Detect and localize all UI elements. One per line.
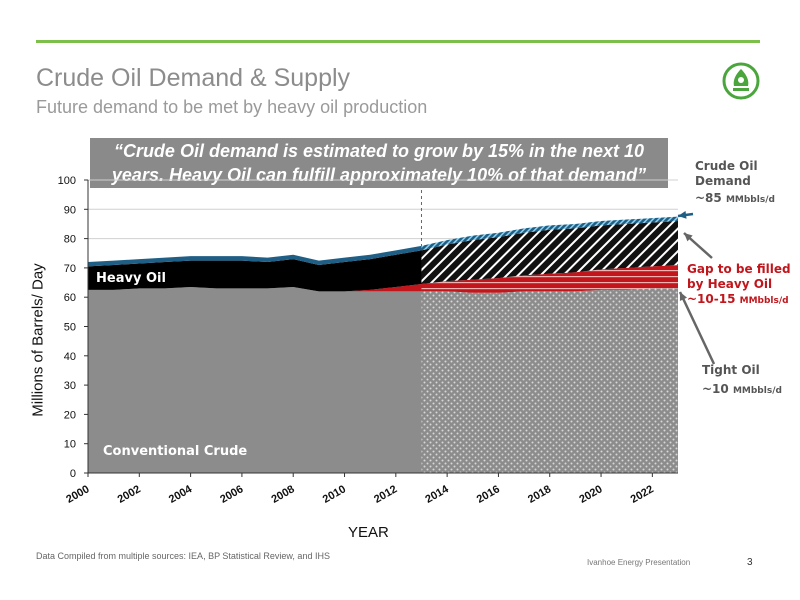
x-tick-label: 2020 [577, 483, 604, 506]
annotation-arrows [677, 211, 716, 365]
demand-value: ~85 [695, 191, 722, 205]
x-tick-label: 2010 [321, 483, 348, 506]
demand-unit: MMbbls/d [725, 195, 775, 205]
tight-oil-annotation: Tight Oil ~10 MMbbls/d [702, 363, 782, 399]
x-tick-label: 2018 [526, 483, 553, 506]
company-logo-icon [722, 62, 760, 100]
footer-presentation: Ivanhoe Energy Presentation [587, 558, 691, 567]
y-tick-label: 40 [64, 351, 76, 363]
y-tick-label: 0 [70, 468, 76, 480]
page-subtitle: Future demand to be met by heavy oil pro… [36, 97, 428, 117]
gap-unit: MMbbls/d [739, 296, 789, 306]
y-tick-label: 20 [64, 409, 76, 421]
demand-label-line2: Demand [695, 174, 751, 188]
gap-label-line2: by Heavy Oil [687, 277, 773, 291]
series-area-demand-band-proj [421, 216, 678, 251]
chart-areas [88, 216, 678, 473]
gap-value: ~10-15 [687, 292, 736, 306]
y-tick-label: 60 [64, 292, 76, 304]
demand-annotation: Crude Oil Demand ~85 MMbbls/d [695, 159, 775, 208]
x-tick-label: 2014 [423, 483, 451, 506]
x-tick-label: 2016 [475, 483, 502, 506]
gap-label-line1: Gap to be filled [687, 262, 791, 276]
x-tick-label: 2022 [629, 483, 656, 506]
tight-oil-arrow [678, 291, 716, 365]
gap-annotation: Gap to be filled by Heavy Oil ~10-15 MMb… [687, 262, 791, 309]
y-tick-label: 80 [64, 234, 76, 246]
demand-arrow-head [678, 211, 687, 219]
page-number: 3 [747, 557, 753, 568]
conventional-crude-label: Conventional Crude [103, 444, 247, 459]
series-area-tight-oil-hist [88, 284, 422, 292]
y-tick-label: 10 [64, 439, 76, 451]
page-title: Crude Oil Demand & Supply [36, 64, 351, 92]
series-area-conventional-crude-hist [88, 286, 422, 473]
series-area-heavy-oil-proj [421, 221, 678, 285]
tight-value: ~10 [702, 382, 729, 396]
x-tick-label: 2004 [167, 483, 195, 506]
y-axis-label: Millions of Barrels/ Day [29, 263, 47, 417]
y-tick-label: 30 [64, 380, 76, 392]
demand-label-line1: Crude Oil [695, 159, 758, 173]
gap-arrow-head [684, 233, 693, 242]
footer-source: Data Compiled from multiple sources: IEA… [36, 551, 330, 561]
series-area-demand-band-hist [88, 245, 422, 267]
x-tick-label: 2002 [116, 483, 143, 506]
series-area-heavy-oil-hist [88, 250, 422, 292]
x-tick-label: 2008 [270, 483, 297, 506]
y-tick-label: 100 [58, 175, 76, 187]
x-tick-label: 2006 [218, 483, 245, 506]
x-tick-label: 2012 [372, 483, 399, 506]
y-tick-label: 70 [64, 263, 76, 275]
tight-oil-arrow-head [679, 292, 688, 301]
x-axis-label: YEAR [348, 524, 389, 541]
heavy-oil-label: Heavy Oil [96, 271, 166, 286]
x-tick-label: 2000 [64, 483, 91, 506]
tight-unit: MMbbls/d [732, 386, 782, 396]
series-area-conventional-crude-proj [421, 288, 678, 473]
series-area-tight-oil-proj [421, 264, 678, 293]
tight-label: Tight Oil [702, 363, 760, 377]
top-accent-rule [36, 40, 760, 43]
y-tick-label: 90 [64, 204, 76, 216]
y-tick-label: 50 [64, 322, 76, 334]
